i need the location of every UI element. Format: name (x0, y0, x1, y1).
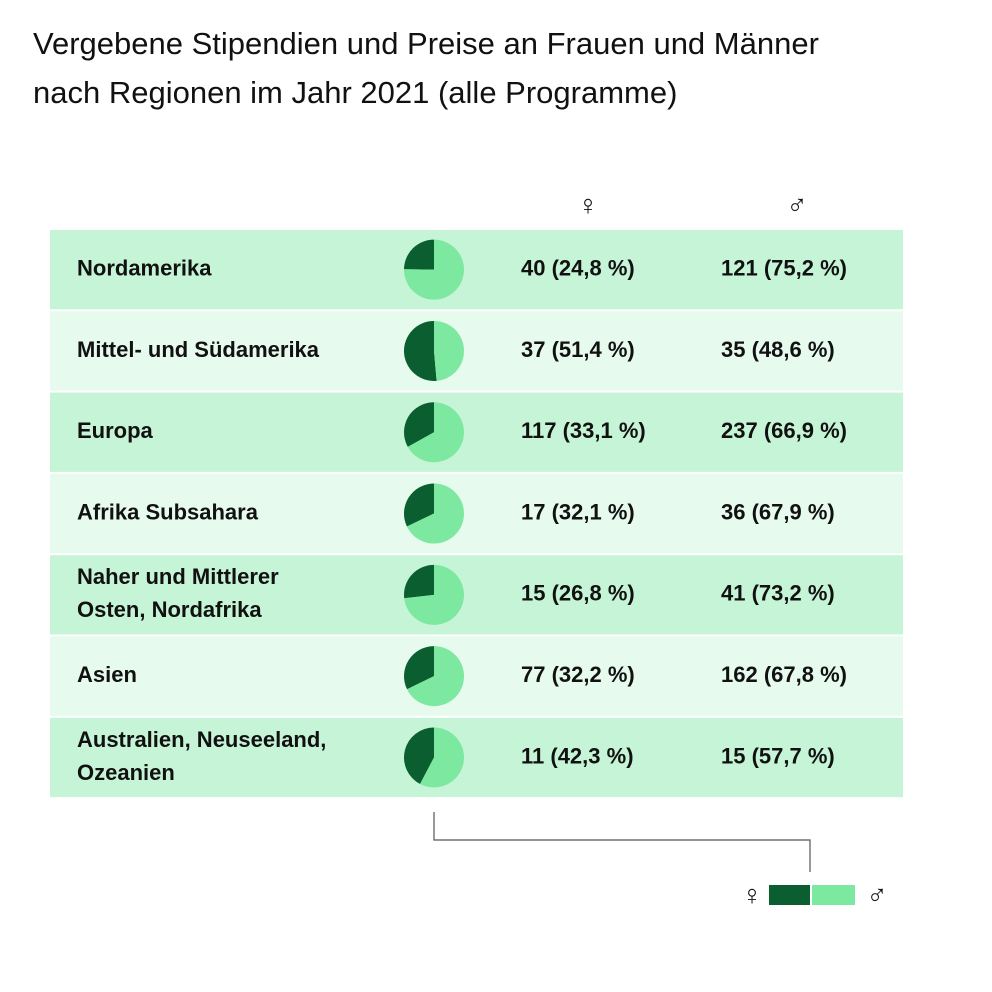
column-header: ♀ (578, 189, 599, 220)
female-value: 40 (24,8 %) (521, 255, 635, 280)
pie-slice (407, 402, 465, 463)
column-header: ♂ (787, 189, 808, 220)
region-label: Afrika Subsahara (77, 499, 259, 524)
title-line: Vergebene Stipendien und Preise an Fraue… (33, 26, 819, 61)
legend-connector (433, 812, 811, 872)
row-background (50, 392, 903, 472)
male-value: 237 (66,9 %) (721, 418, 847, 443)
pie-slice (434, 320, 464, 381)
pie-slice (404, 239, 434, 270)
row-background (50, 717, 903, 798)
region-label: Naher und Mittlerer (77, 564, 279, 589)
pie-slice (406, 483, 465, 544)
legend-label: ♀ (742, 879, 763, 910)
pie-slice (403, 402, 434, 447)
pie-slice (404, 483, 434, 527)
female-value: 77 (32,2 %) (521, 662, 635, 687)
legend-swatch (769, 885, 810, 905)
title-line: nach Regionen im Jahr 2021 (alle Program… (33, 75, 677, 110)
female-value: 17 (32,1 %) (521, 499, 635, 524)
female-value: 15 (26,8 %) (521, 581, 635, 606)
male-value: 15 (57,7 %) (721, 743, 835, 768)
region-label: Australien, Neuseeland, (77, 727, 326, 752)
pie-slice (404, 239, 465, 300)
pie-slice (404, 727, 434, 785)
row-background (50, 555, 903, 635)
region-label: Mittel- und Südamerika (77, 337, 320, 362)
pie-slice (420, 727, 465, 788)
female-value: 11 (42,3 %) (521, 743, 634, 768)
row-background (50, 636, 903, 716)
male-value: 36 (67,9 %) (721, 499, 835, 524)
pie-slice (404, 646, 434, 690)
legend-label: ♂ (867, 879, 888, 910)
male-value: 162 (67,8 %) (721, 662, 847, 687)
row-background (50, 311, 903, 391)
pie-slice (407, 646, 465, 707)
male-value: 41 (73,2 %) (721, 581, 835, 606)
female-value: 117 (33,1 %) (521, 418, 646, 443)
pie-slice (403, 564, 434, 599)
region-label: Nordamerika (77, 255, 212, 280)
legend-swatch (812, 885, 855, 905)
male-value: 35 (48,6 %) (721, 337, 835, 362)
row-background (50, 230, 903, 310)
region-label: Asien (77, 662, 137, 687)
male-value: 121 (75,2 %) (721, 255, 847, 280)
pie-slice (404, 564, 465, 625)
region-label: Europa (77, 418, 154, 443)
region-label: Ozeanien (77, 760, 175, 785)
row-background (50, 473, 903, 554)
region-label: Osten, Nordafrika (77, 597, 262, 622)
pie-slice (403, 320, 437, 381)
female-value: 37 (51,4 %) (521, 337, 635, 362)
